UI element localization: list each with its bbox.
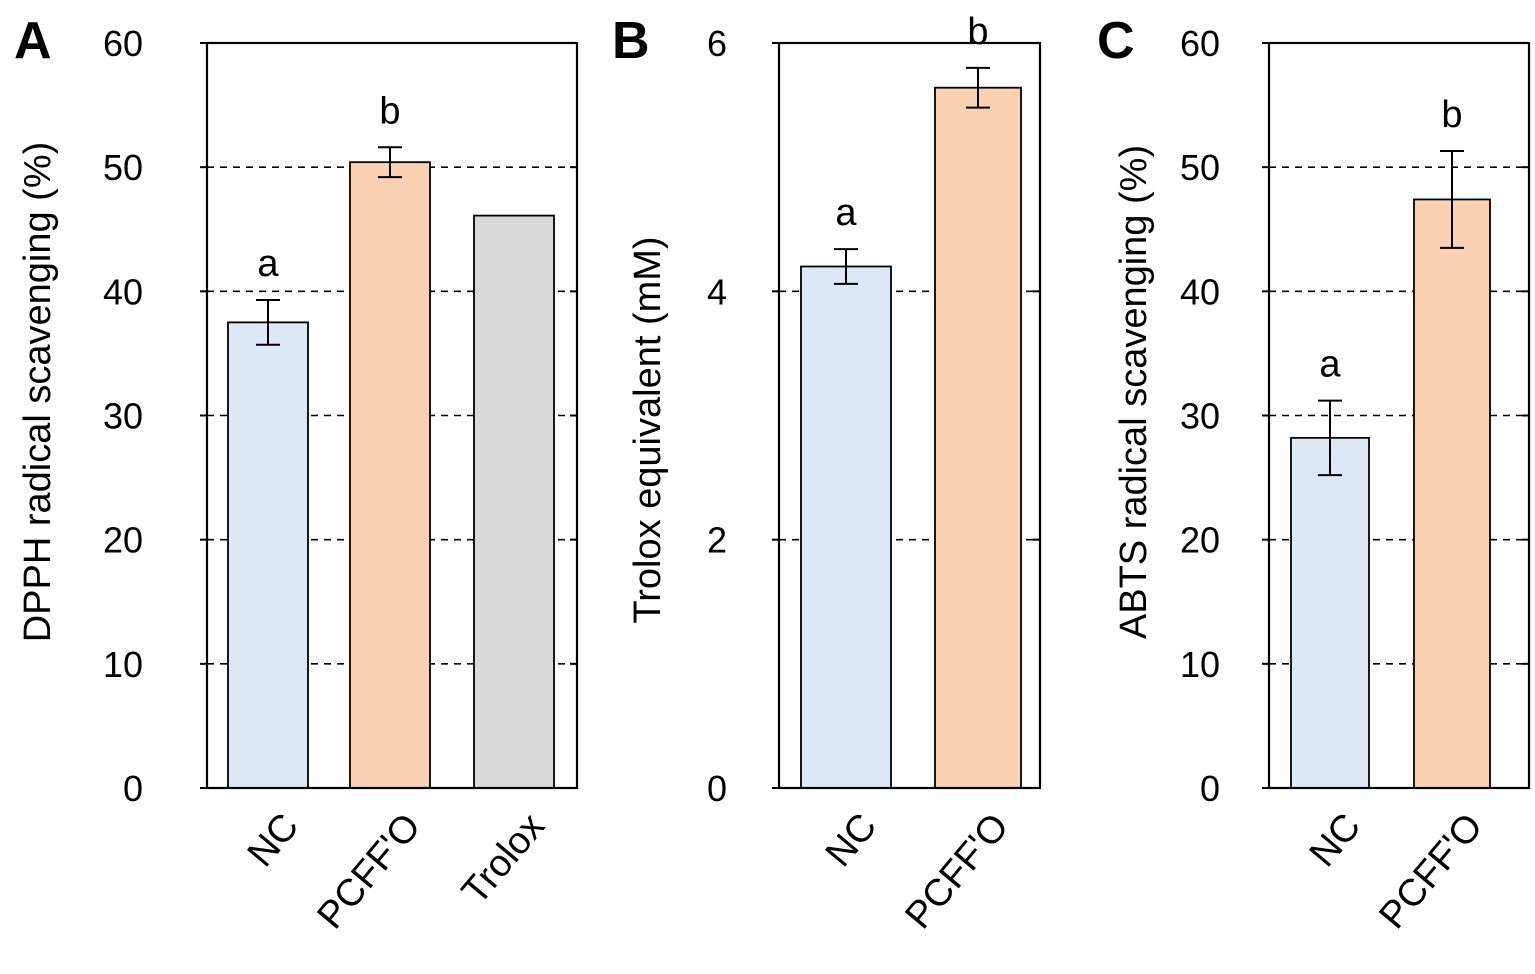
panel-label: C (1097, 12, 1135, 70)
bar-nc (1290, 436, 1370, 789)
y-axis-title: ABTS radical scavenging (%) (1113, 145, 1155, 639)
bar-nc (800, 265, 892, 789)
y-tick-label: 0 (707, 768, 727, 809)
y-axis-title: Trolox equivalent (mM) (627, 236, 669, 623)
significance-letter: a (1319, 344, 1341, 386)
y-tick-label: 30 (1180, 396, 1220, 437)
y-tick-label: 0 (123, 768, 143, 809)
panel-label: A (14, 12, 52, 70)
significance-letter: a (835, 192, 857, 234)
significance-letter: b (967, 11, 988, 53)
y-axis-title: DPPH radical scavenging (%) (17, 142, 59, 643)
y-tick-label: 40 (103, 271, 143, 312)
y-tick-label: 30 (103, 396, 143, 437)
panel-a: Aa NC b PCFF'O Trolox 0 10 20 30 40 50 60 DPPH radic… (14, 12, 579, 937)
y-tick-label: 10 (1180, 644, 1220, 685)
category-label: PCFF'O (898, 806, 1018, 937)
y-tick-label: 60 (1180, 23, 1220, 64)
bar-trolox (473, 214, 555, 789)
bar-nc (227, 321, 309, 789)
category-label: PCFF'O (1372, 806, 1492, 937)
y-tick-label: 6 (707, 23, 727, 64)
y-tick-label: 4 (707, 271, 727, 312)
y-tick-label: 20 (1180, 520, 1220, 561)
bar-pcff-o (934, 86, 1022, 789)
plot-frame (777, 41, 1042, 790)
bar-pcff-o (1413, 198, 1491, 789)
y-tick-label: 60 (103, 23, 143, 64)
category-label: NC (1302, 806, 1369, 875)
panel-label: B (612, 12, 650, 70)
category-label: NC (240, 806, 307, 875)
significance-letter: b (379, 90, 400, 132)
y-tick-label: 40 (1180, 271, 1220, 312)
category-label: PCFF'O (310, 806, 430, 937)
y-tick-label: 50 (103, 147, 143, 188)
category-label: Trolox (454, 806, 553, 913)
y-tick-label: 0 (1200, 768, 1220, 809)
significance-letter: b (1441, 94, 1462, 136)
category-label: NC (818, 806, 885, 875)
panel-c: Ca NC b PCFF'O 0 10 20 30 40 50 60 ABTS radical sca… (1097, 12, 1531, 937)
significance-letter: a (257, 243, 279, 285)
bar-pcff-o (349, 161, 431, 789)
y-tick-label: 50 (1180, 147, 1220, 188)
y-tick-label: 2 (707, 520, 727, 561)
y-tick-label: 20 (103, 520, 143, 561)
y-tick-label: 10 (103, 644, 143, 685)
panel-b: Ba NC b PCFF'O 0 2 4 6 Trolox equivalent (mM) (612, 11, 1042, 937)
